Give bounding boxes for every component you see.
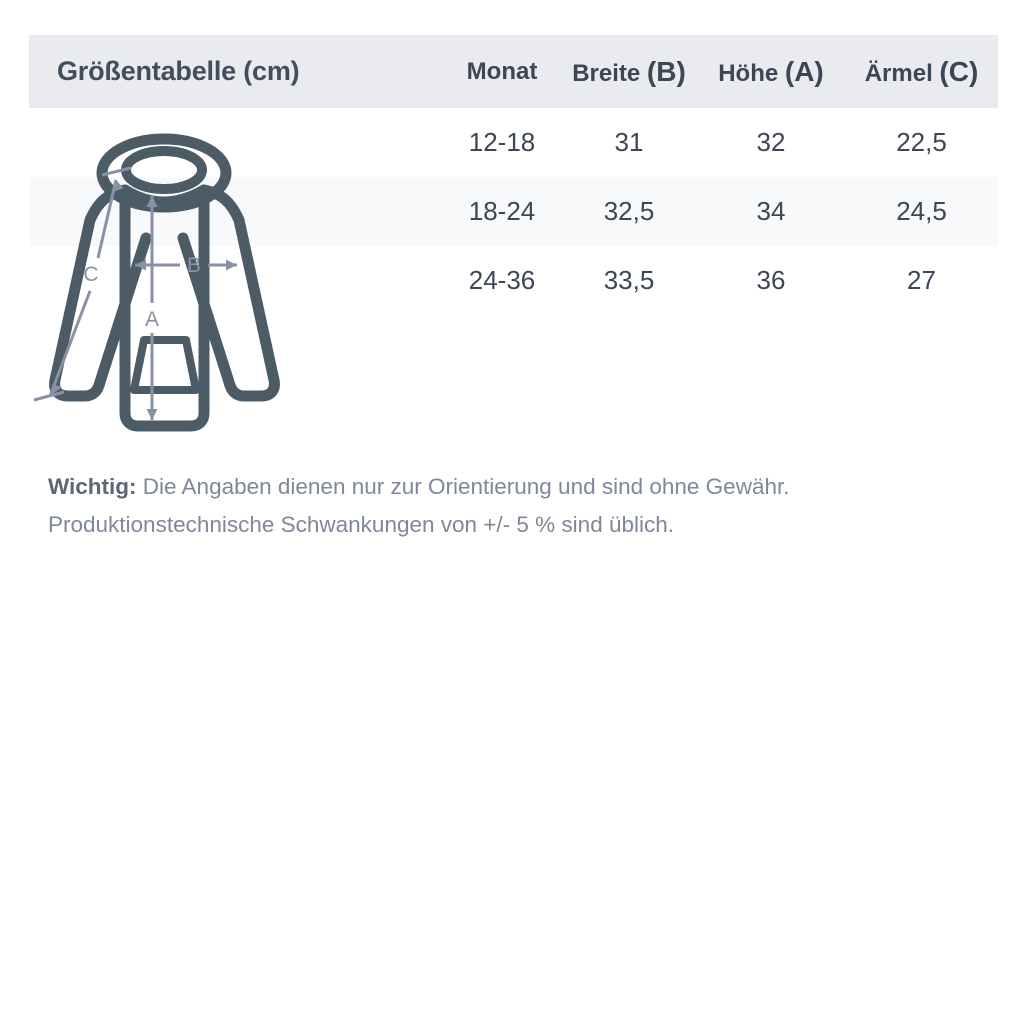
dimension-c — [33, 166, 132, 402]
disclaimer-line-1-text: Die Angaben dienen nur zur Orientierung … — [136, 474, 790, 499]
cell-monat: 24-36 — [468, 265, 536, 295]
dimension-label-a: A — [145, 308, 159, 331]
dimension-a — [146, 196, 158, 420]
page-title: Größentabelle (cm) — [57, 56, 300, 86]
column-header-monat: Monat — [443, 58, 561, 86]
cell-hoehe: 36 — [756, 265, 786, 295]
dimension-c-bottom-tick — [33, 390, 65, 402]
dimension-labels: B A C — [83, 254, 201, 331]
body — [119, 184, 210, 432]
cell-hoehe: 32 — [756, 127, 786, 157]
hood-opening — [121, 146, 207, 194]
hoodie-icon: B A C — [33, 133, 280, 432]
left-sleeve — [49, 184, 152, 402]
column-header-hoehe-code: (A) — [784, 55, 824, 87]
cell-aermel: 22,5 — [896, 127, 947, 157]
cell-breite: 33,5 — [603, 265, 655, 295]
dimension-label-c: C — [83, 263, 98, 286]
pocket — [130, 336, 200, 394]
right-sleeve — [177, 184, 280, 402]
column-header-aermel-label: Ärmel — [864, 59, 933, 87]
column-header-hoehe: Höhe (A) — [697, 56, 845, 88]
dimension-c-upper-line — [96, 179, 118, 259]
dimension-c-bottom-arrowhead — [50, 384, 62, 396]
disclaimer-note: Wichtig: Die Angaben dienen nur zur Orie… — [48, 468, 988, 544]
cell-hoehe: 34 — [756, 196, 786, 226]
dimension-c-top-tick — [101, 166, 132, 177]
cell-monat: 12-18 — [468, 127, 536, 157]
dimension-a-top-arrowhead — [146, 196, 158, 207]
dimension-b-right-arrowhead — [226, 259, 237, 271]
dimension-a-bottom-arrowhead — [146, 409, 158, 420]
cell-monat: 18-24 — [468, 196, 536, 226]
table-row: 12-18 31 32 22,5 — [29, 108, 998, 177]
cell-aermel: 24,5 — [896, 196, 947, 226]
column-header-monat-label: Monat — [466, 57, 538, 85]
dimension-b — [135, 259, 237, 271]
column-header-hoehe-label: Höhe — [718, 59, 779, 87]
dimension-b-left-arrowhead — [135, 259, 146, 271]
table-header-row: Größentabelle (cm) Monat Breite (B) Höhe… — [29, 35, 998, 108]
dimension-label-b: B — [187, 254, 201, 277]
column-header-breite-code: (B) — [646, 55, 686, 87]
disclaimer-emphasis: Wichtig: — [48, 474, 137, 499]
column-header-aermel: Ärmel (C) — [845, 56, 998, 88]
column-header-aermel-code: (C) — [939, 55, 979, 87]
dimension-c-top-arrowhead — [113, 180, 124, 192]
column-header-breite: Breite (B) — [561, 56, 697, 88]
column-header-breite-label: Breite — [572, 59, 641, 87]
cell-breite: 32,5 — [603, 196, 655, 226]
disclaimer-line-1: Wichtig: Die Angaben dienen nur zur Orie… — [48, 468, 988, 506]
dimension-c-lower-line — [48, 290, 92, 397]
cell-aermel: 27 — [907, 265, 936, 295]
cell-breite: 31 — [614, 127, 644, 157]
hoodie-diagram: B A C — [28, 128, 408, 453]
dimension-lines — [33, 166, 237, 420]
disclaimer-line-2: Produktionstechnische Schwankungen von +… — [48, 512, 675, 537]
table-row: 24-36 33,5 36 27 — [29, 246, 998, 315]
